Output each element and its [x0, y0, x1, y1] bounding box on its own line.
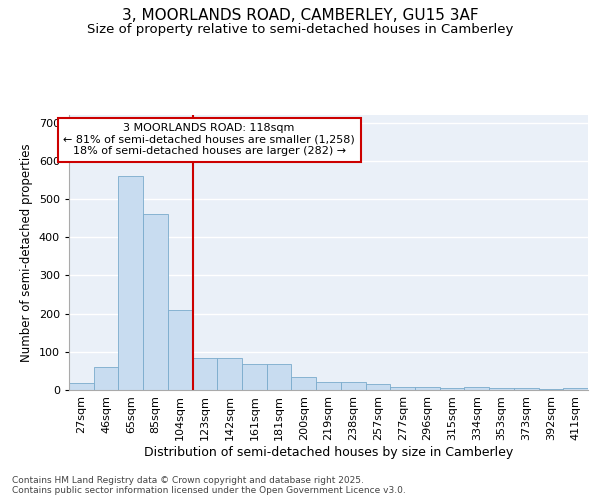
Bar — [217, 358, 242, 390]
Text: Contains HM Land Registry data © Crown copyright and database right 2025.
Contai: Contains HM Land Registry data © Crown c… — [12, 476, 406, 495]
Bar — [563, 388, 588, 390]
Bar — [514, 388, 539, 390]
Text: Size of property relative to semi-detached houses in Camberley: Size of property relative to semi-detach… — [87, 22, 513, 36]
Bar — [440, 388, 464, 390]
Bar — [69, 383, 94, 390]
Bar — [365, 384, 390, 390]
Y-axis label: Number of semi-detached properties: Number of semi-detached properties — [20, 143, 33, 362]
Bar — [316, 382, 341, 390]
Bar — [539, 389, 563, 390]
Bar — [118, 176, 143, 390]
Bar — [94, 367, 118, 390]
Bar — [341, 382, 365, 390]
Text: 3, MOORLANDS ROAD, CAMBERLEY, GU15 3AF: 3, MOORLANDS ROAD, CAMBERLEY, GU15 3AF — [122, 8, 478, 22]
Bar — [242, 364, 267, 390]
Bar — [143, 214, 168, 390]
X-axis label: Distribution of semi-detached houses by size in Camberley: Distribution of semi-detached houses by … — [144, 446, 513, 458]
Bar — [489, 388, 514, 390]
Bar — [390, 387, 415, 390]
Bar — [267, 364, 292, 390]
Text: 3 MOORLANDS ROAD: 118sqm
← 81% of semi-detached houses are smaller (1,258)
18% o: 3 MOORLANDS ROAD: 118sqm ← 81% of semi-d… — [63, 123, 355, 156]
Bar — [415, 387, 440, 390]
Bar — [168, 310, 193, 390]
Bar — [193, 358, 217, 390]
Bar — [292, 378, 316, 390]
Bar — [464, 387, 489, 390]
